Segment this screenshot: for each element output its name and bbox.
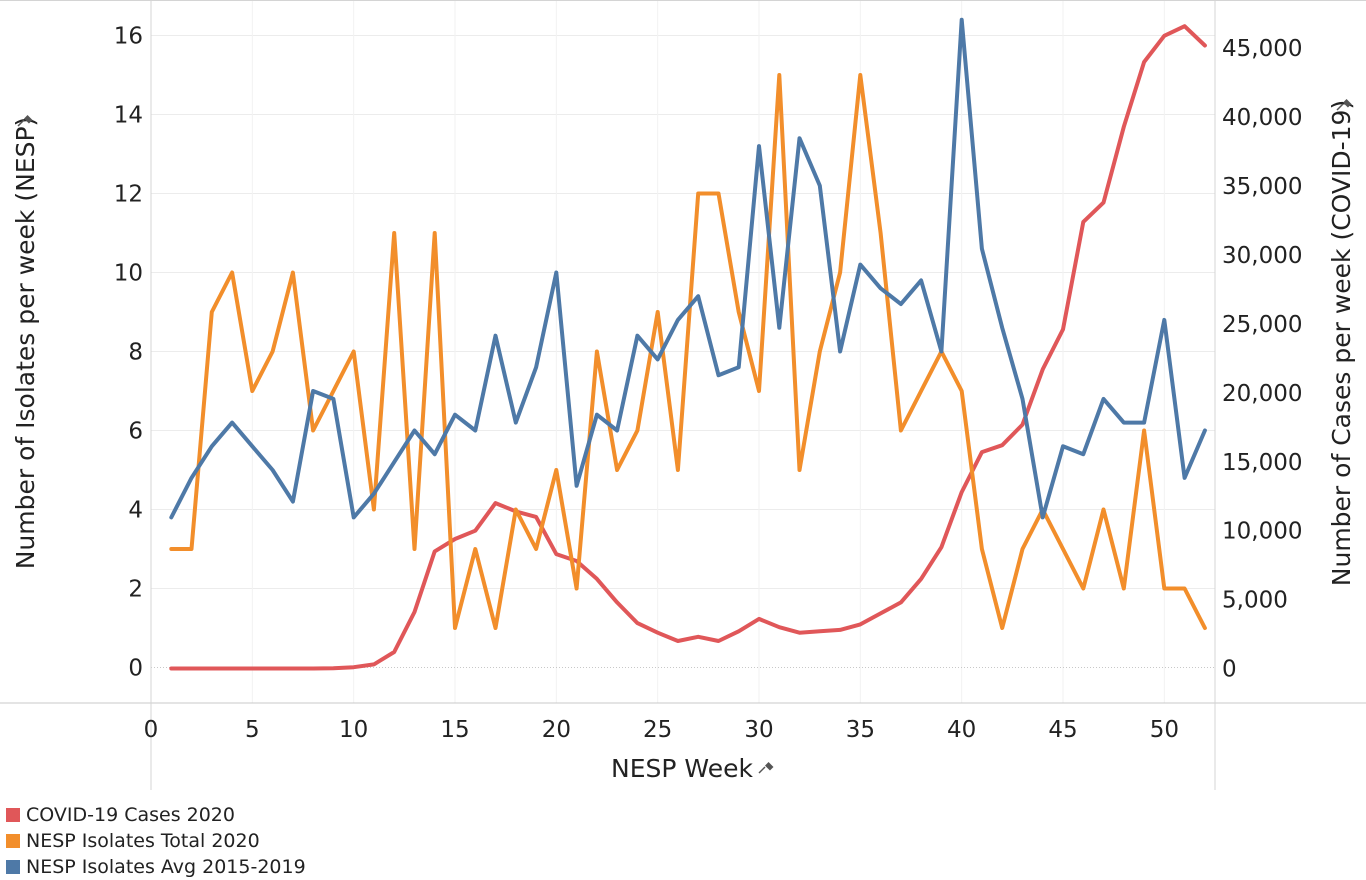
legend-label-nesp-total: NESP Isolates Total 2020 <box>26 830 260 852</box>
x-axis-pin-icon <box>758 762 774 774</box>
x-tick-label: 35 <box>846 717 875 743</box>
series-line-2 <box>169 17 1207 520</box>
y-right-tick-label: 10,000 <box>1222 519 1302 545</box>
y-left-tick-label: 0 <box>128 655 143 681</box>
y-right-tick-label: 30,000 <box>1222 243 1302 269</box>
legend-item-covid[interactable]: COVID-19 Cases 2020 <box>6 802 306 828</box>
y-right-tick-label: 40,000 <box>1222 105 1302 131</box>
y-left-tick-label: 6 <box>128 418 143 444</box>
x-axis-title: NESP Week <box>611 754 753 783</box>
y-left-tick-label: 14 <box>114 103 143 129</box>
series-line-1 <box>169 73 1207 630</box>
y-right-tick-label: 0 <box>1222 657 1237 683</box>
x-axis-ticks: 0 5 10 15 20 25 30 35 40 45 50 <box>144 717 1179 743</box>
y-left-tick-label: 2 <box>128 576 143 602</box>
y-right-tick-label: 45,000 <box>1222 36 1302 62</box>
legend-swatch-covid <box>6 808 20 822</box>
legend-item-nesp-total[interactable]: NESP Isolates Total 2020 <box>6 828 306 854</box>
x-tick-label: 5 <box>245 717 260 743</box>
legend-label-nesp-avg: NESP Isolates Avg 2015-2019 <box>26 856 306 878</box>
x-tick-label: 15 <box>440 717 469 743</box>
y-right-axis-ticks: 0 5,000 10,000 15,000 20,000 25,000 30,000 35,0… <box>1222 36 1302 682</box>
series-lines <box>169 17 1207 671</box>
plot-frame <box>0 0 1366 790</box>
x-tick-label: 20 <box>542 717 571 743</box>
y-right-tick-label: 5,000 <box>1222 588 1288 614</box>
legend-item-nesp-avg[interactable]: NESP Isolates Avg 2015-2019 <box>6 854 306 880</box>
y-left-tick-label: 8 <box>128 340 143 366</box>
gridlines <box>150 0 1215 703</box>
y-left-tick-label: 16 <box>114 24 143 50</box>
x-tick-label: 10 <box>339 717 368 743</box>
y-right-tick-label: 15,000 <box>1222 450 1302 476</box>
x-tick-label: 25 <box>643 717 672 743</box>
dual-axis-line-chart: 0 5 10 15 20 25 30 35 40 45 50 0 2 4 6 8 10 12 14 16 0 5,00… <box>0 0 1366 790</box>
y-right-axis-title: Number of Cases per week (COVID-19) <box>1327 100 1356 586</box>
y-left-tick-label: 4 <box>128 497 143 523</box>
y-left-axis-title: Number of Isolates per week (NESP) <box>11 117 40 570</box>
y-left-tick-label: 10 <box>114 261 143 287</box>
x-tick-label: 0 <box>144 717 159 743</box>
series-line-0 <box>169 24 1207 671</box>
y-left-tick-label: 12 <box>114 182 143 208</box>
legend-swatch-nesp-avg <box>6 860 20 874</box>
x-tick-label: 45 <box>1048 717 1077 743</box>
legend-swatch-nesp-total <box>6 834 20 848</box>
legend: COVID-19 Cases 2020 NESP Isolates Total … <box>6 802 306 880</box>
x-tick-label: 40 <box>947 717 976 743</box>
x-tick-label: 30 <box>744 717 773 743</box>
legend-label-covid: COVID-19 Cases 2020 <box>26 804 235 826</box>
y-left-axis-ticks: 0 2 4 6 8 10 12 14 16 <box>114 24 143 682</box>
y-left-axis-pin-icon <box>17 115 33 127</box>
x-tick-label: 50 <box>1150 717 1179 743</box>
y-right-tick-label: 20,000 <box>1222 381 1302 407</box>
y-right-tick-label: 25,000 <box>1222 312 1302 338</box>
y-right-tick-label: 35,000 <box>1222 174 1302 200</box>
y-right-axis-pin-icon <box>1336 99 1352 111</box>
